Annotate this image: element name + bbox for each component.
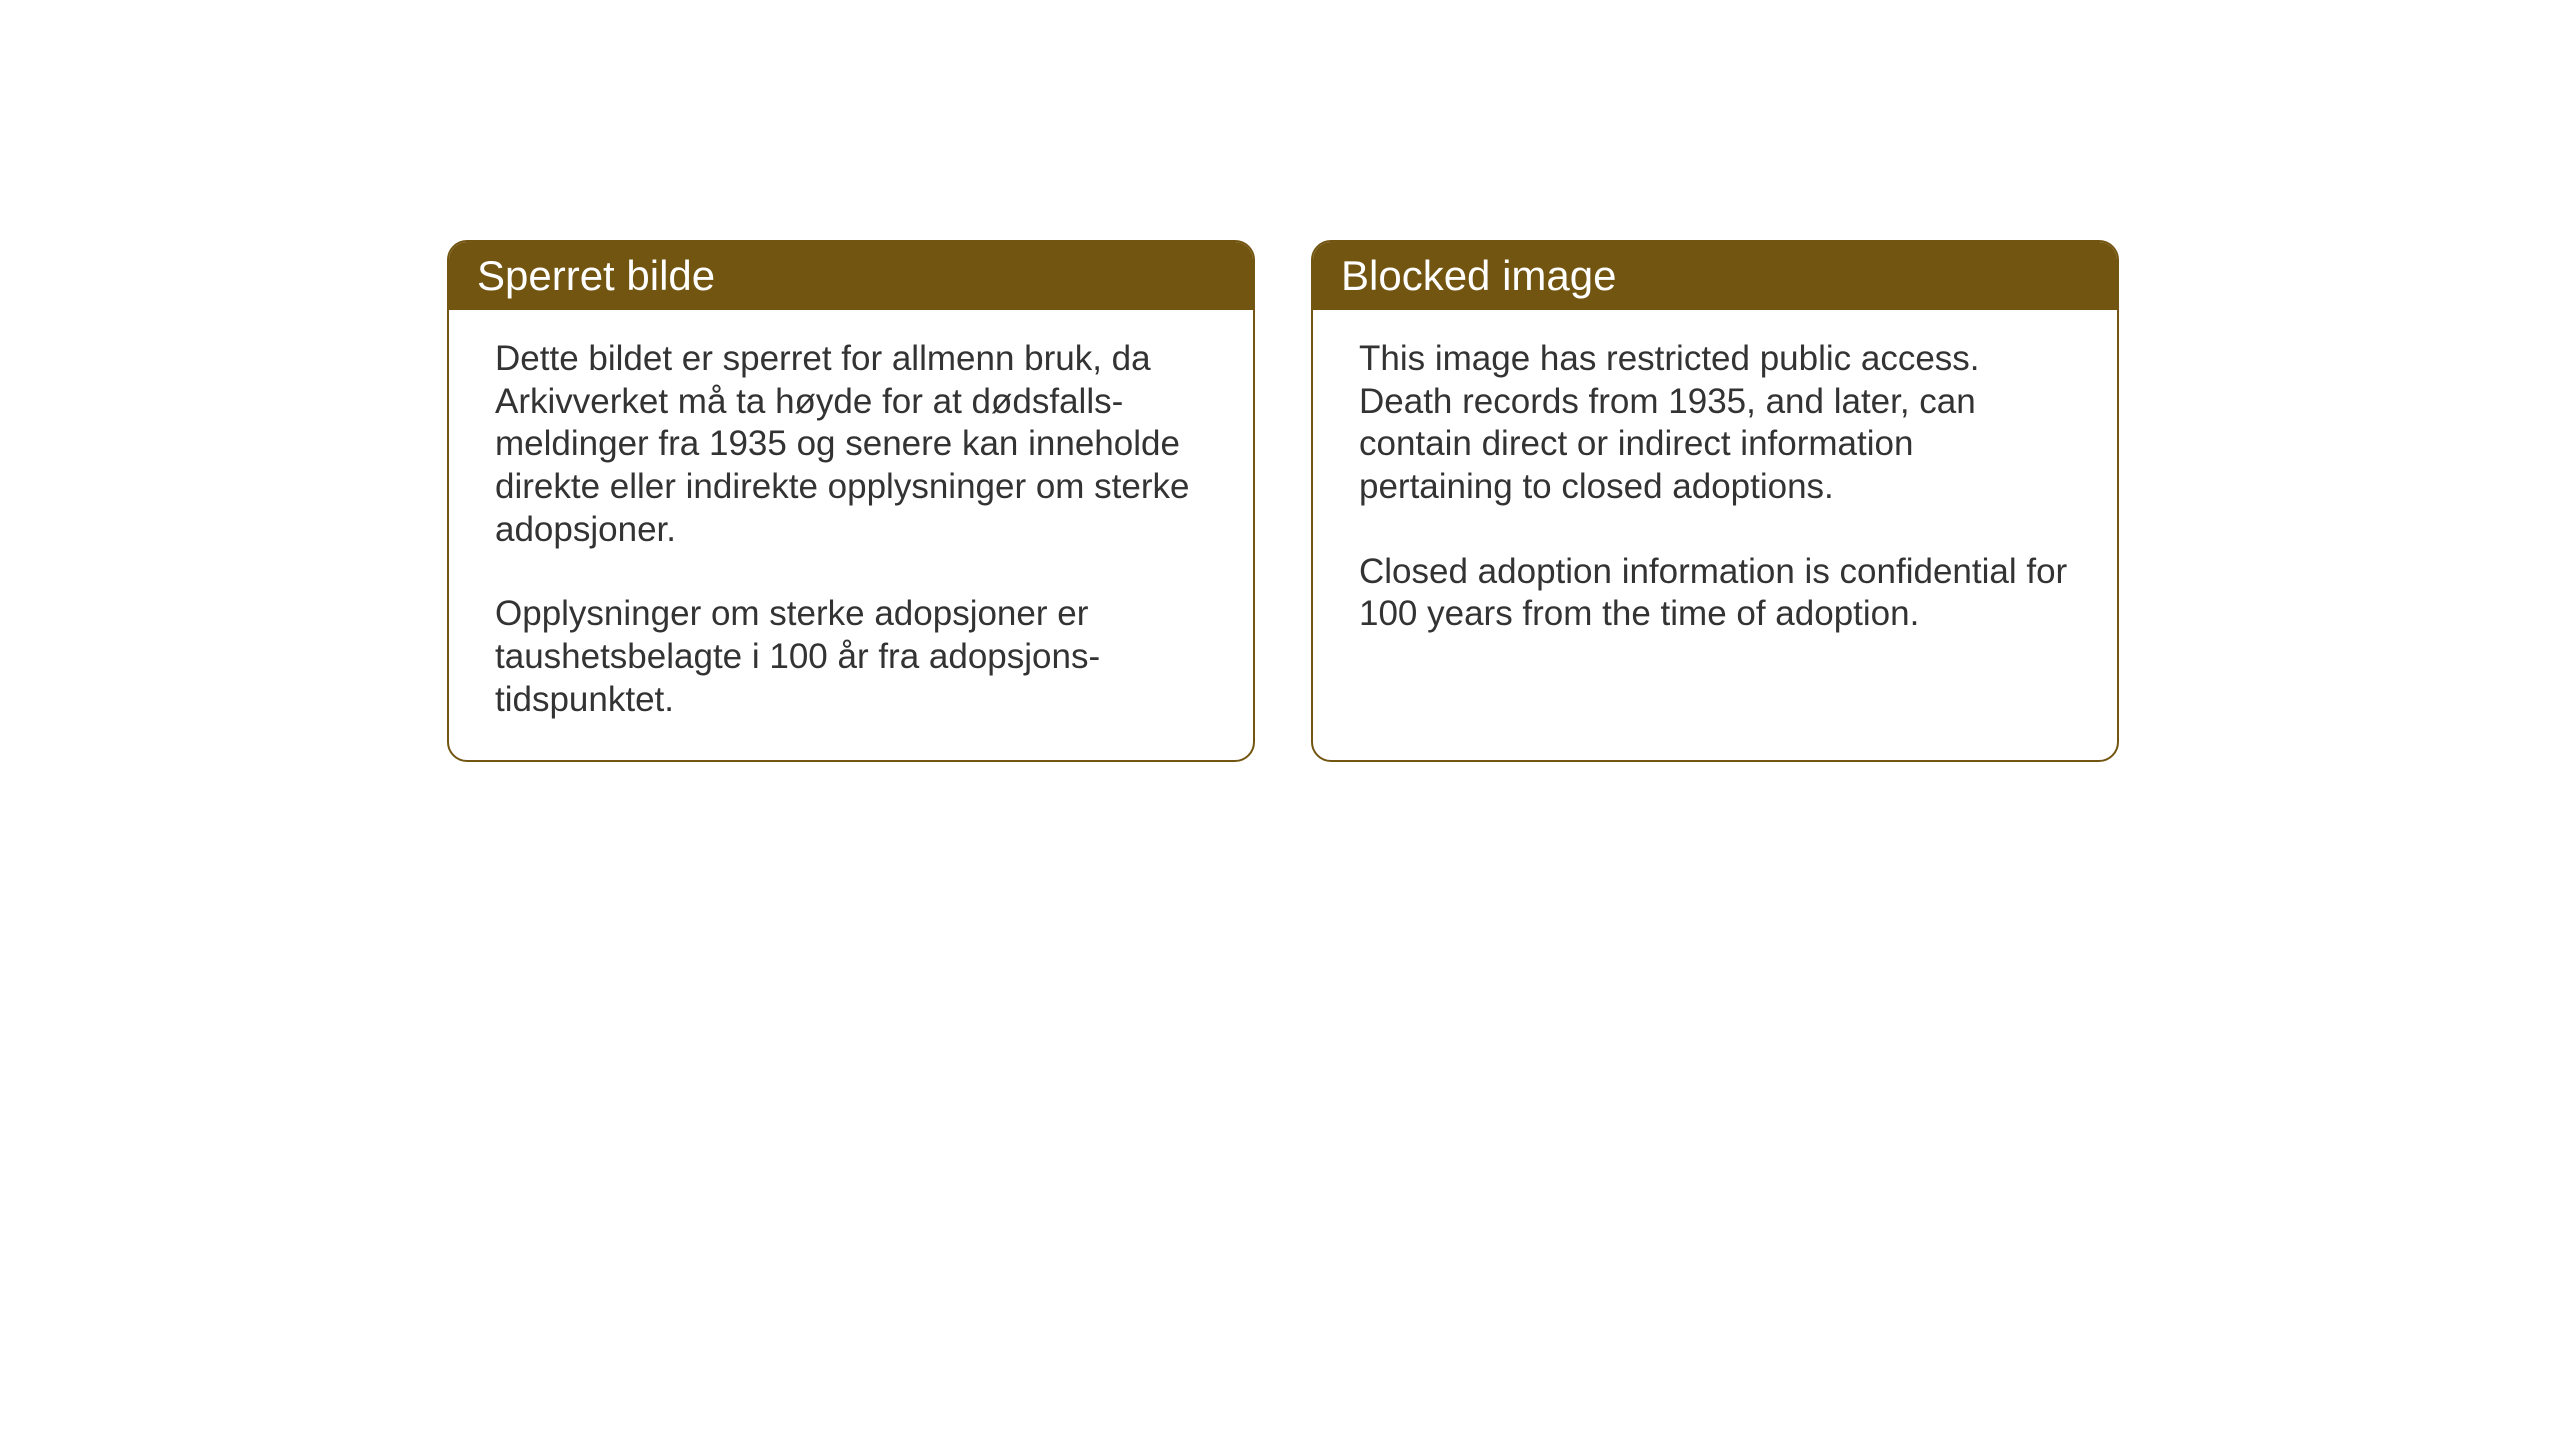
notice-container: Sperret bilde Dette bildet er sperret fo… [447, 240, 2119, 762]
notice-card-english: Blocked image This image has restricted … [1311, 240, 2119, 762]
notice-paragraph: This image has restricted public access.… [1359, 338, 2071, 509]
notice-card-norwegian: Sperret bilde Dette bildet er sperret fo… [447, 240, 1255, 762]
notice-paragraph: Opplysninger om sterke adopsjoner er tau… [495, 593, 1207, 721]
notice-body-norwegian: Dette bildet er sperret for allmenn bruk… [449, 310, 1253, 760]
notice-paragraph: Closed adoption information is confident… [1359, 551, 2071, 636]
notice-header-norwegian: Sperret bilde [449, 242, 1253, 310]
notice-header-english: Blocked image [1313, 242, 2117, 310]
notice-title: Sperret bilde [477, 252, 715, 299]
notice-body-english: This image has restricted public access.… [1313, 310, 2117, 726]
notice-title: Blocked image [1341, 252, 1616, 299]
notice-paragraph: Dette bildet er sperret for allmenn bruk… [495, 338, 1207, 551]
